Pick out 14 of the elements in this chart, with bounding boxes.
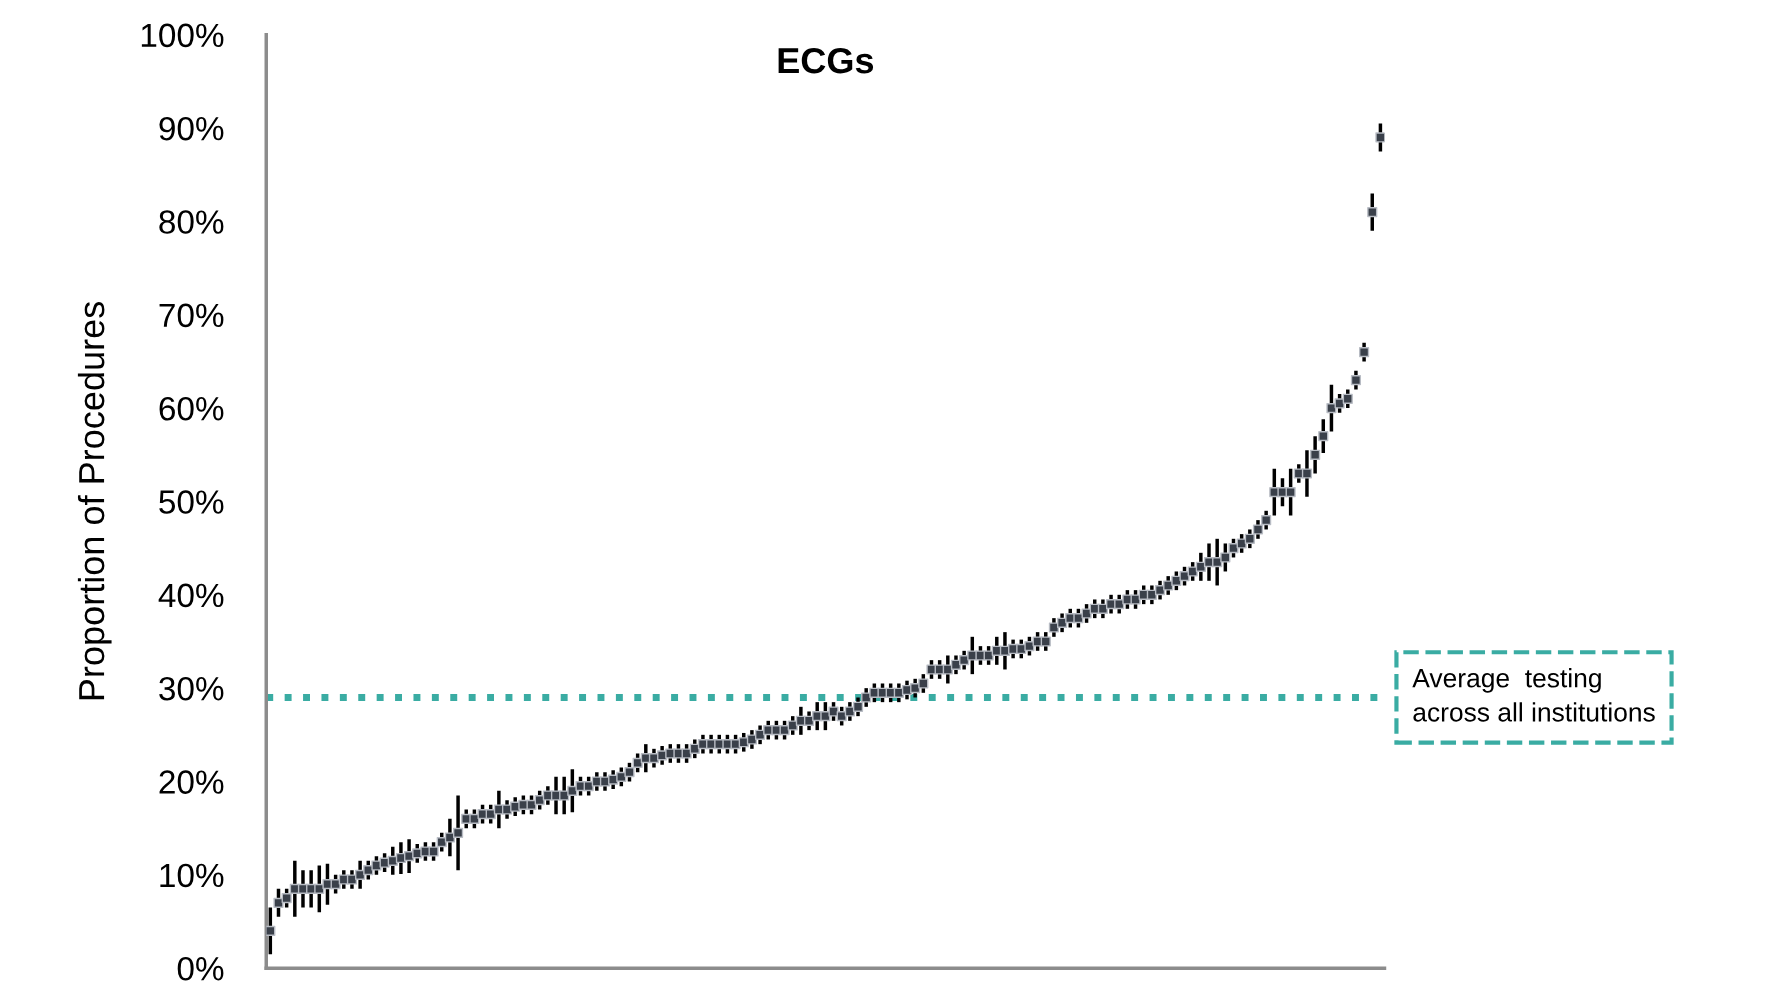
y-tick-label: 0%: [177, 956, 224, 981]
y-axis-title: Proportion of Procedures: [77, 302, 112, 700]
y-tick-label: 60%: [159, 396, 224, 421]
y-tick-label: 30%: [159, 676, 224, 701]
y-tick-label: 10%: [160, 863, 224, 888]
y-tick-label: 50%: [159, 490, 224, 514]
chart-title: ECGs: [778, 47, 874, 74]
y-tick-label: 40%: [158, 583, 224, 608]
y-tick-label: 70%: [159, 303, 224, 328]
y-tick-label: 80%: [159, 210, 224, 234]
y-tick-label: 90%: [159, 116, 224, 141]
ref-line-label: Average testing across all institutions: [1412, 668, 1655, 722]
y-tick-label: 20%: [159, 770, 224, 794]
y-tick-label: 100%: [141, 23, 224, 48]
